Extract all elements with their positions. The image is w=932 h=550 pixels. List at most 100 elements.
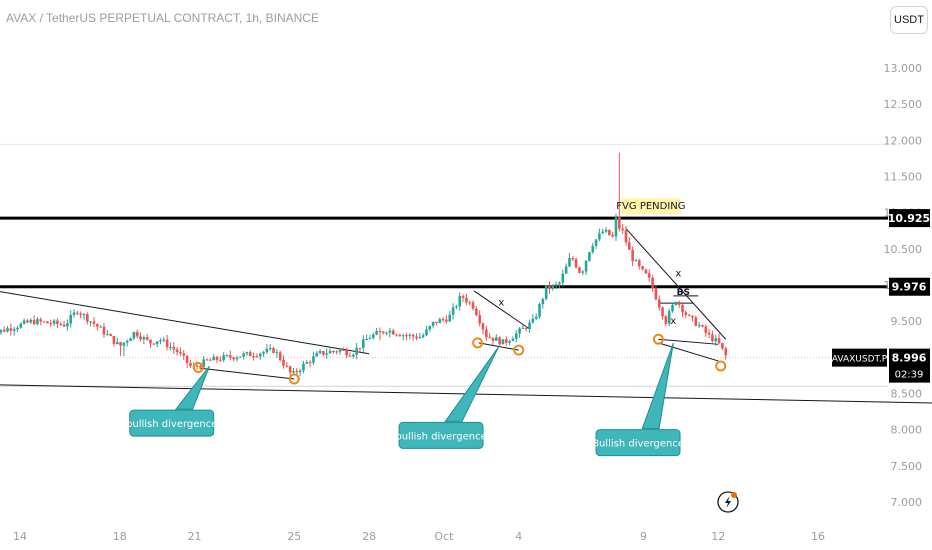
- callout-pointer: [641, 342, 674, 430]
- candle-body: [298, 370, 302, 373]
- candle-body: [149, 339, 152, 344]
- candle-body: [362, 339, 365, 348]
- candle-body: [697, 325, 701, 327]
- candle-body: [425, 329, 428, 336]
- candle-body: [125, 341, 129, 343]
- candle-body: [611, 235, 614, 237]
- candle-body: [421, 335, 425, 338]
- candle-body: [39, 319, 43, 322]
- candle-body: [674, 301, 678, 305]
- trendline[interactable]: [658, 342, 719, 362]
- currency-button[interactable]: USDT: [890, 6, 928, 34]
- candle-body: [641, 266, 644, 270]
- candle-body: [122, 342, 126, 346]
- candle-body: [205, 359, 209, 361]
- candle-body: [594, 239, 598, 246]
- divergence-circle[interactable]: [192, 361, 204, 373]
- candle-body: [42, 321, 46, 323]
- candle-body: [69, 314, 73, 324]
- candle-body: [202, 359, 206, 368]
- candle-body: [558, 282, 561, 285]
- candle-body: [342, 349, 345, 351]
- divergence-callout[interactable]: [398, 421, 484, 449]
- candle-body: [375, 331, 378, 335]
- candle-body: [109, 334, 112, 337]
- candle-body: [175, 349, 179, 353]
- candle-body: [468, 302, 472, 304]
- candle-body: [724, 348, 728, 356]
- candle-body: [531, 318, 535, 323]
- flash-icon[interactable]: [717, 491, 739, 513]
- trendline[interactable]: [0, 291, 370, 355]
- candle-body: [681, 304, 684, 313]
- candle-body: [405, 335, 408, 337]
- candle-body: [185, 355, 189, 364]
- chart-title: AVAX / TetherUS PERPETUAL CONTRACT, 1h, …: [6, 11, 319, 25]
- candle-body: [215, 356, 219, 360]
- candle-body: [631, 249, 634, 262]
- candle-body: [36, 319, 39, 325]
- candle-body: [475, 308, 478, 316]
- candle-body: [348, 355, 352, 357]
- trendline[interactable]: [625, 228, 727, 340]
- candle-body: [528, 322, 531, 330]
- candle-body: [59, 323, 63, 325]
- candle-body: [245, 352, 249, 354]
- candle-body: [524, 327, 528, 330]
- candle-body: [401, 335, 405, 337]
- candle-body: [564, 266, 568, 274]
- divergence-circle[interactable]: [652, 333, 664, 345]
- divergence-circle[interactable]: [288, 373, 300, 385]
- candle-body: [504, 339, 508, 343]
- candle-body: [9, 328, 13, 331]
- trendline[interactable]: [473, 290, 530, 329]
- fvg-box[interactable]: [620, 198, 681, 215]
- divergence-circle[interactable]: [715, 360, 727, 372]
- candle-body: [49, 323, 53, 325]
- candle-body: [6, 328, 9, 332]
- candle-body: [415, 336, 418, 339]
- level-price-text: 9.976: [892, 281, 927, 294]
- fvg-label: FVG PENDING: [616, 201, 685, 212]
- candle-body: [654, 288, 658, 300]
- trendline[interactable]: [199, 367, 295, 380]
- price-tick-label: 7.000: [891, 496, 923, 509]
- time-tick-label: 4: [515, 530, 522, 543]
- candle-body: [12, 329, 16, 331]
- candle-body: [644, 269, 648, 274]
- candle-body: [212, 356, 215, 361]
- candle-body: [657, 299, 661, 308]
- candle-body: [721, 343, 724, 349]
- candle-body: [604, 229, 608, 232]
- candle-body: [72, 312, 76, 315]
- divergence-callout[interactable]: [129, 409, 215, 437]
- candle-body: [159, 340, 162, 342]
- trendline[interactable]: [658, 338, 719, 345]
- candle-body: [385, 332, 388, 334]
- candle-body: [461, 296, 465, 298]
- candle-body: [26, 320, 29, 323]
- candle-body: [554, 284, 558, 286]
- divergence-callout[interactable]: [595, 429, 681, 457]
- candle-body: [495, 337, 498, 341]
- divergence-circle[interactable]: [513, 344, 525, 356]
- time-tick-label: 28: [362, 530, 376, 543]
- candle-body: [169, 346, 172, 348]
- candle-body: [438, 319, 442, 324]
- trendline[interactable]: [0, 384, 932, 404]
- candle-body: [312, 356, 315, 363]
- candle-body: [541, 298, 545, 305]
- candle-body: [152, 343, 156, 345]
- candle-body: [588, 252, 591, 261]
- divergence-circle[interactable]: [472, 337, 484, 349]
- candle-body: [481, 323, 485, 330]
- candle-body: [717, 338, 721, 344]
- divergence-label: bullish divergence: [395, 431, 486, 442]
- candle-body: [441, 319, 445, 321]
- candle-body: [129, 338, 132, 342]
- candle-body: [428, 325, 432, 330]
- candle-body: [388, 330, 392, 333]
- candle-body: [235, 357, 239, 360]
- candle-body: [548, 285, 551, 289]
